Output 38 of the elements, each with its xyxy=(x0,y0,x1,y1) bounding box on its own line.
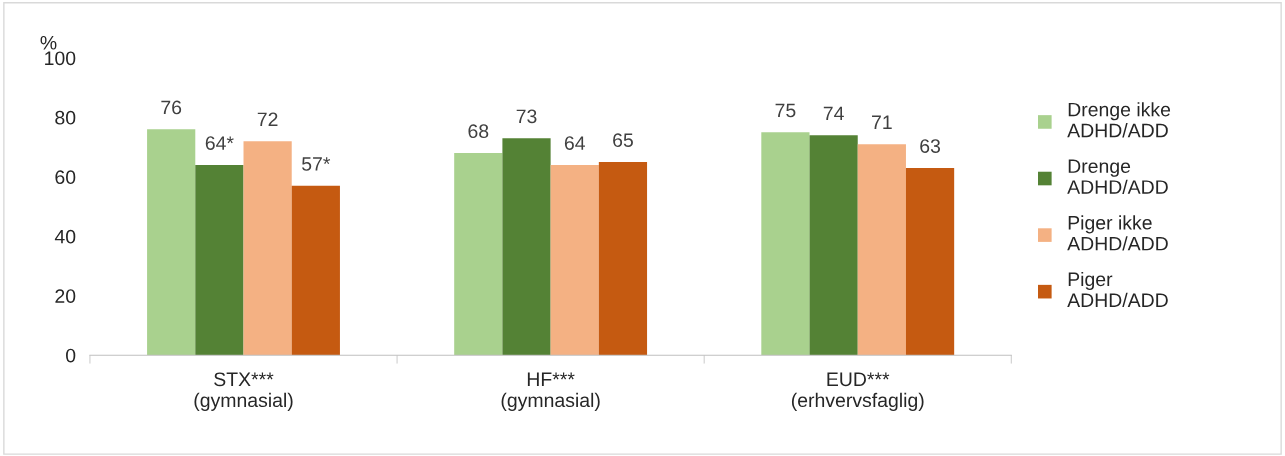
y-tick-label: 60 xyxy=(55,170,76,185)
bar xyxy=(147,129,196,356)
data-label: 68 xyxy=(468,124,489,139)
data-label: 71 xyxy=(872,115,892,129)
bar xyxy=(598,161,648,356)
bar xyxy=(857,144,906,356)
y-tick-label: 100 xyxy=(45,51,76,66)
x-tick-label: EUD*** (erhvervsfaglig) xyxy=(791,372,924,411)
bar xyxy=(761,132,810,356)
data-label: 64* xyxy=(205,136,234,150)
legend-label: Drenge ikke ADHD/ADD xyxy=(1067,102,1171,138)
data-label: 72 xyxy=(257,112,278,127)
bar xyxy=(195,164,244,356)
data-label: 74 xyxy=(823,106,844,121)
bar xyxy=(291,185,340,356)
x-tick-label: STX*** (gymnasial) xyxy=(194,372,293,411)
bar xyxy=(905,167,955,356)
bar xyxy=(809,135,858,356)
data-label: 76 xyxy=(161,100,182,115)
y-tick-label: 40 xyxy=(54,229,76,244)
legend-label: Piger ikke ADHD/ADD xyxy=(1067,215,1168,251)
data-label: 57* xyxy=(302,157,331,171)
y-axis-title: % xyxy=(40,35,57,50)
bar xyxy=(502,138,551,356)
bar xyxy=(243,141,292,356)
y-tick-label: 0 xyxy=(66,348,76,363)
data-label: 65 xyxy=(613,133,633,148)
data-label: 75 xyxy=(775,103,796,118)
x-tick-label: HF*** (gymnasial) xyxy=(501,372,600,411)
y-tick-label: 80 xyxy=(55,110,76,125)
bar xyxy=(550,164,599,356)
legend-label: Piger ADHD/ADD xyxy=(1067,271,1168,308)
bar xyxy=(454,153,503,356)
y-tick-label: 20 xyxy=(55,289,76,303)
data-label: 73 xyxy=(516,109,537,124)
legend-label: Drenge ADHD/ADD xyxy=(1067,159,1168,194)
data-label: 64 xyxy=(564,136,585,150)
data-label: 63 xyxy=(920,139,941,153)
